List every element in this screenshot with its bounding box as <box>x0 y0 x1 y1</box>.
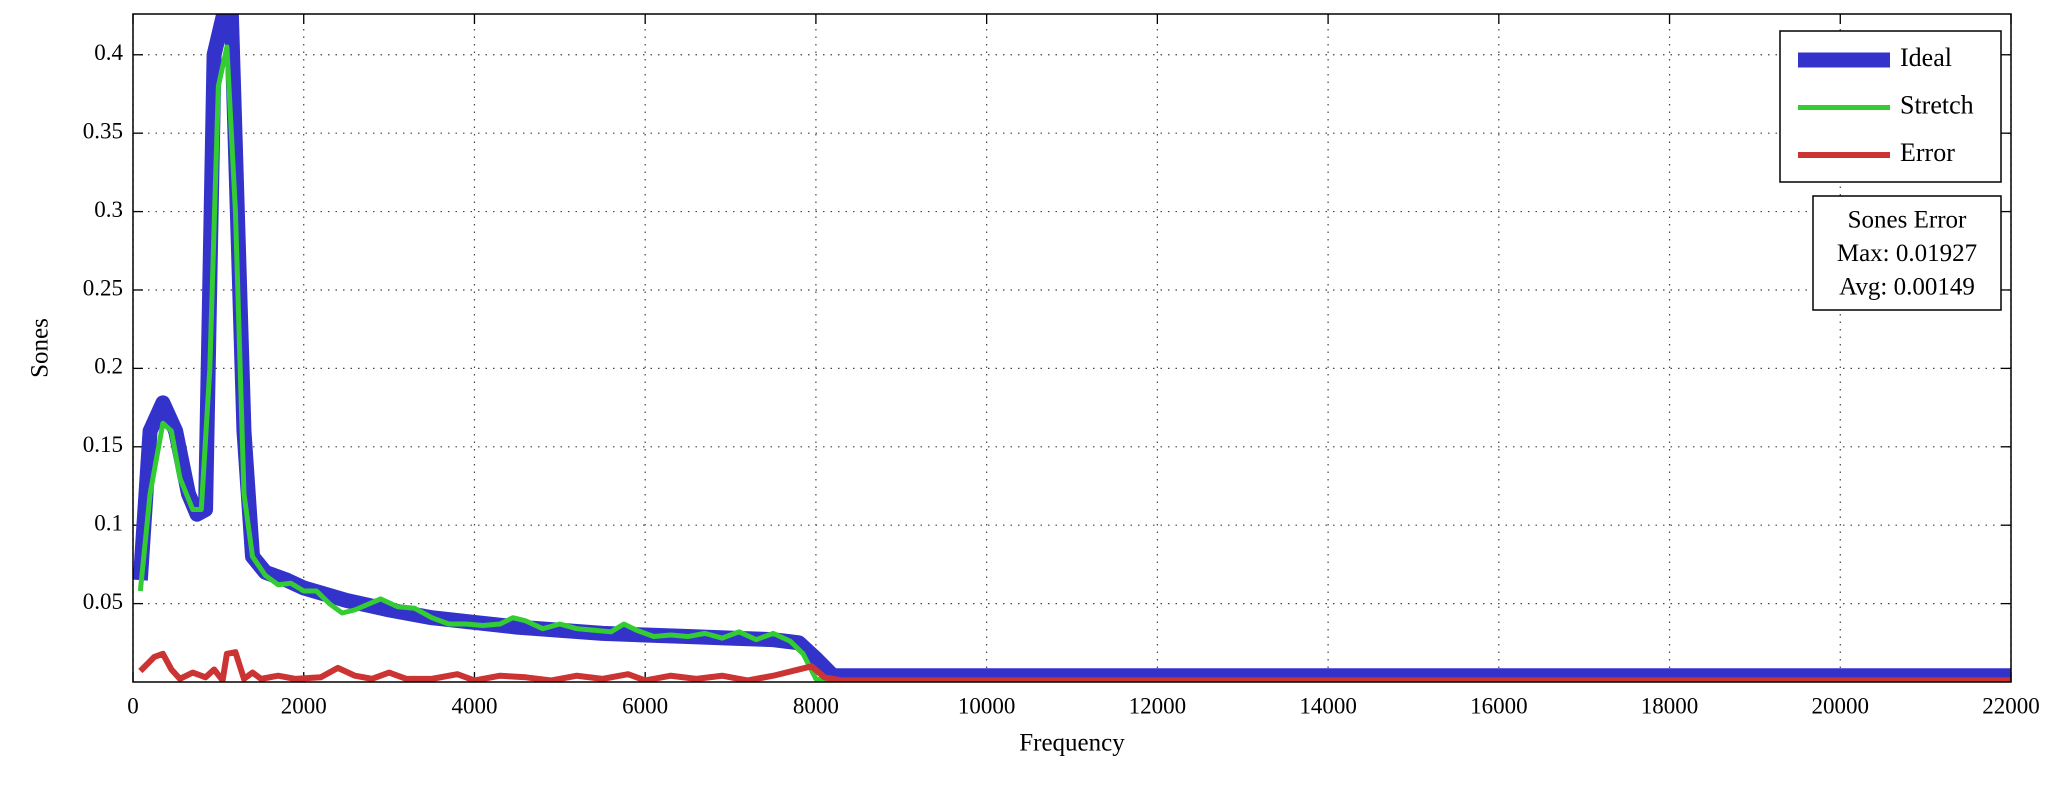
x-tick-label: 8000 <box>793 693 839 718</box>
x-axis-label: Frequency <box>1019 730 1125 757</box>
annotation-text: Avg: 0.00149 <box>1839 274 1975 301</box>
annotation-text: Max: 0.01927 <box>1837 240 1977 267</box>
y-tick-label: 0.3 <box>94 197 123 222</box>
legend-label: Error <box>1900 138 1955 167</box>
y-tick-label: 0.4 <box>94 40 123 65</box>
x-tick-label: 22000 <box>1982 693 2040 718</box>
plot-frame <box>132 13 2012 683</box>
x-tick-label: 2000 <box>281 693 327 718</box>
x-tick-label: 20000 <box>1812 693 1870 718</box>
series-line <box>137 44 2011 682</box>
y-tick-label: 0.05 <box>83 589 123 614</box>
x-tick-label: 4000 <box>451 693 497 718</box>
y-tick-label: 0.15 <box>83 432 123 457</box>
x-tick-label: 16000 <box>1470 693 1528 718</box>
legend-label: Stretch <box>1900 90 1974 119</box>
series-line <box>138 649 2011 682</box>
x-tick-label: 18000 <box>1641 693 1699 718</box>
y-tick-label: 0.2 <box>94 354 123 379</box>
x-tick-label: 10000 <box>958 693 1016 718</box>
legend-label: Ideal <box>1900 43 1952 72</box>
annotation-text: Sones Error <box>1848 207 1967 234</box>
x-tick-label: 12000 <box>1129 693 1187 718</box>
x-tick-label: 14000 <box>1299 693 1357 718</box>
y-tick-label: 0.35 <box>83 118 123 143</box>
y-axis-label: Sones <box>27 318 54 378</box>
x-tick-label: 0 <box>127 693 139 718</box>
y-tick-label: 0.1 <box>94 510 123 535</box>
y-tick-label: 0.25 <box>83 275 123 300</box>
annotation-box <box>1812 195 2002 311</box>
x-tick-label: 6000 <box>622 693 668 718</box>
